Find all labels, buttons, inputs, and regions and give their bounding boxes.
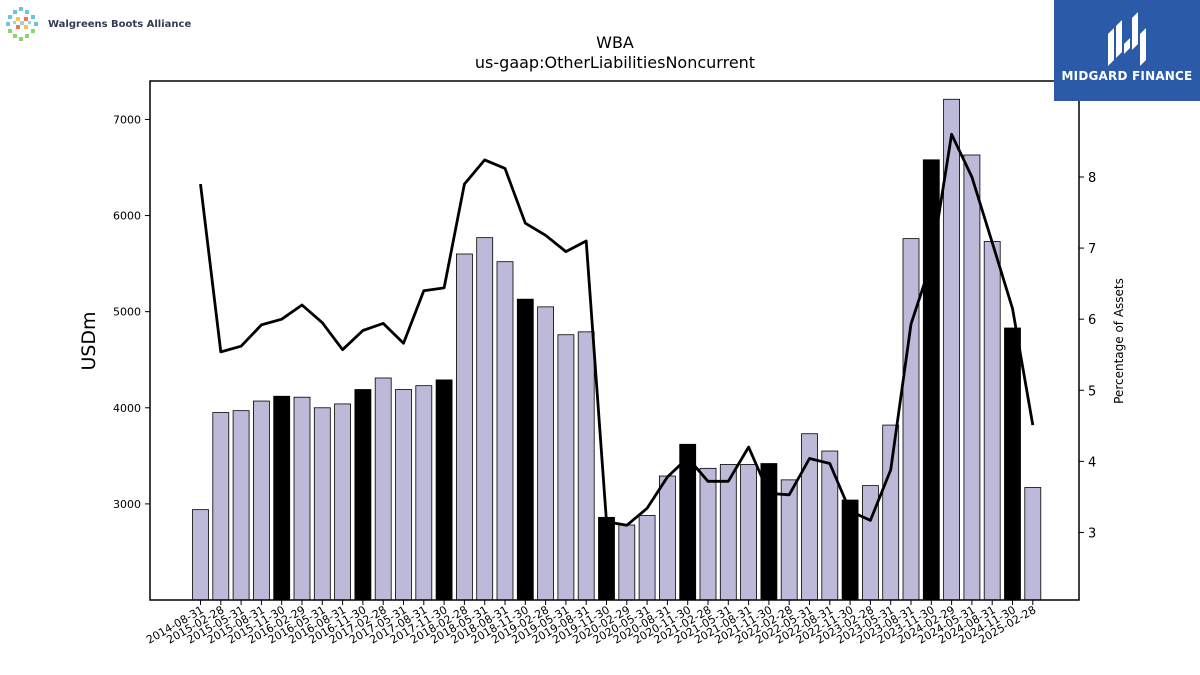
bar-2019-05-31: [557, 334, 575, 601]
plot-frame: [149, 80, 1080, 601]
company-logo-icon: [6, 7, 38, 41]
x-axis: 2014-08-312015-02-282015-05-312015-08-31…: [144, 600, 1038, 647]
bar-2021-02-28: [699, 467, 717, 601]
bar-2018-02-28: [455, 253, 473, 601]
publisher-logo-icon: [1108, 12, 1146, 66]
bar-2020-02-29: [618, 524, 636, 601]
y-tick-label: 6000: [113, 210, 141, 223]
percentage-of-assets-line: [199, 132, 1035, 527]
bar-2025-02-28: [1024, 487, 1042, 601]
y-tick-label: 3000: [113, 498, 141, 511]
bar-2018-11-30: [516, 298, 534, 601]
publisher-logo-text: MIDGARD FINANCE: [1061, 69, 1193, 83]
y-tick-label: 7000: [113, 113, 141, 126]
y2-tick-label: 6: [1088, 313, 1096, 328]
y-tick-label: 5000: [113, 306, 141, 319]
chart-subtitle: us-gaap:OtherLiabilitiesNoncurrent: [475, 53, 755, 72]
bar-2022-02-28: [780, 479, 798, 601]
publisher-logo: MIDGARD FINANCE: [1054, 0, 1200, 101]
bar-2023-08-31: [902, 238, 920, 601]
bar-2020-08-31: [659, 475, 676, 601]
bar-2016-11-30: [354, 389, 372, 601]
bar-2015-11-30: [273, 395, 291, 601]
bar-2015-08-31: [252, 400, 270, 601]
y-axis-right: 3 4 5 6 7 8: [1079, 171, 1096, 541]
bar-2015-05-31: [232, 410, 250, 601]
chart-title: WBA: [596, 33, 634, 52]
bar-2021-05-31: [719, 464, 737, 601]
bar-2016-05-31: [313, 407, 331, 601]
bar-series: [192, 98, 1042, 601]
bar-2021-08-31: [740, 464, 757, 601]
y-axis-label: USDm: [78, 311, 100, 370]
y2-tick-label: 3: [1088, 526, 1096, 541]
bar-2024-05-31: [963, 154, 981, 601]
bar-2023-05-31: [882, 424, 900, 601]
bar-2020-11-30: [679, 443, 697, 601]
bar-2016-02-29: [293, 396, 311, 601]
y2-tick-label: 8: [1088, 171, 1096, 186]
bar-2019-08-31: [577, 331, 595, 601]
bar-2017-02-28: [374, 377, 392, 601]
bar-2018-05-31: [476, 237, 494, 601]
company-logo-text: Walgreens Boots Alliance: [48, 18, 192, 30]
company-logo: Walgreens Boots Alliance: [4, 4, 191, 44]
bar-2024-08-31: [983, 241, 1001, 601]
bar-2024-11-30: [1004, 327, 1021, 601]
y2-axis-label: Percentage of Assets: [1112, 278, 1126, 404]
y2-tick-label: 4: [1088, 455, 1096, 470]
bar-2018-08-31: [496, 261, 514, 601]
y-axis-left: 3000 4000 5000 6000 7000: [113, 113, 150, 511]
y2-tick-label: 5: [1088, 384, 1096, 399]
bar-2017-05-31: [395, 389, 412, 601]
line-series: [199, 132, 1035, 527]
bar-2017-08-31: [415, 385, 433, 601]
y-tick-label: 4000: [113, 402, 141, 415]
bar-2015-02-28: [212, 412, 230, 601]
bar-2019-02-28: [537, 306, 554, 601]
bar-2017-11-30: [435, 379, 453, 601]
bar-2016-08-31: [334, 403, 352, 601]
bar-2014-08-31: [192, 509, 209, 601]
bar-2020-05-31: [638, 515, 656, 601]
bar-2019-11-30: [598, 516, 615, 601]
y2-tick-label: 7: [1088, 242, 1096, 257]
